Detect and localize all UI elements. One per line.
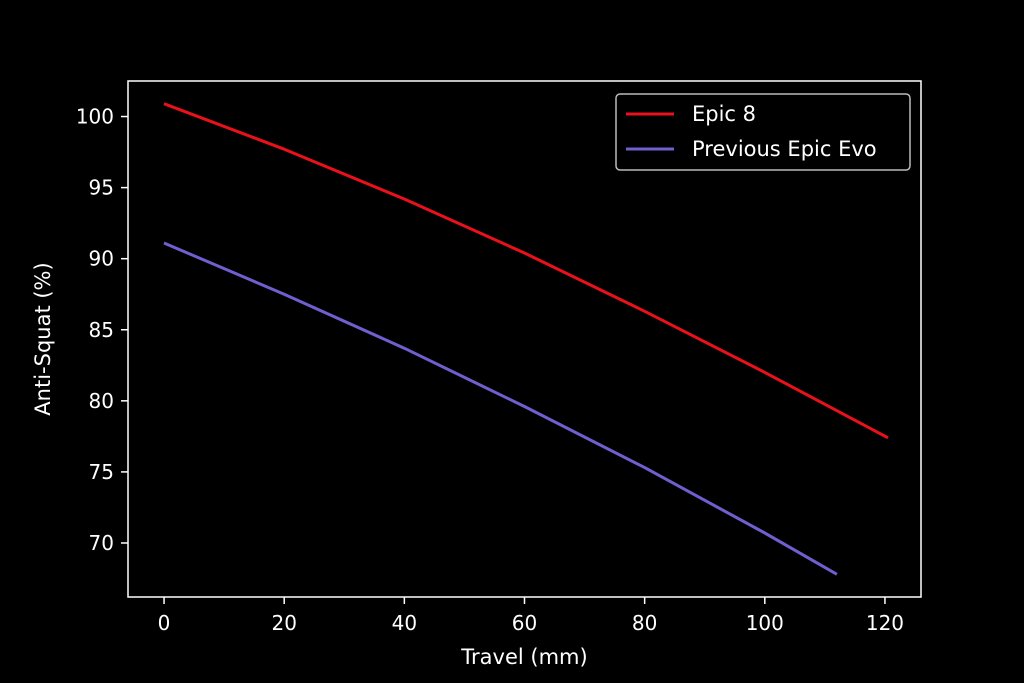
legend-box	[615, 93, 911, 171]
y-tick-label: 90	[89, 247, 114, 271]
y-tick-label: 85	[89, 318, 114, 342]
y-tick-label: 95	[89, 176, 114, 200]
series-line-epic-8	[163, 102, 889, 440]
legend: Epic 8 Previous Epic Evo	[615, 93, 911, 171]
x-tick-label: 80	[632, 611, 657, 635]
y-tick-label: 80	[89, 389, 114, 413]
x-tick-label: 40	[392, 611, 417, 635]
legend-label-epic-8: Epic 8	[692, 102, 756, 126]
y-tick-label: 70	[89, 531, 114, 555]
legend-label-previous-epic-evo: Previous Epic Evo	[692, 137, 877, 161]
y-tick-label: 100	[76, 105, 114, 129]
x-tick-label: 100	[746, 611, 784, 635]
y-axis-label: Anti-Squat (%)	[31, 262, 55, 415]
y-tick-label: 75	[89, 460, 114, 484]
x-tick-label: 60	[512, 611, 537, 635]
x-axis-label: Travel (mm)	[460, 645, 587, 669]
x-tick-label: 120	[866, 611, 904, 635]
x-tick-label: 20	[271, 611, 296, 635]
chart-marks	[163, 102, 889, 576]
series-line-previous-epic-evo	[163, 241, 838, 576]
axis-ticks: 0 20 40 60 80 100 120 70 75 80 85 90 95 100	[76, 105, 904, 635]
x-tick-label: 0	[158, 611, 171, 635]
